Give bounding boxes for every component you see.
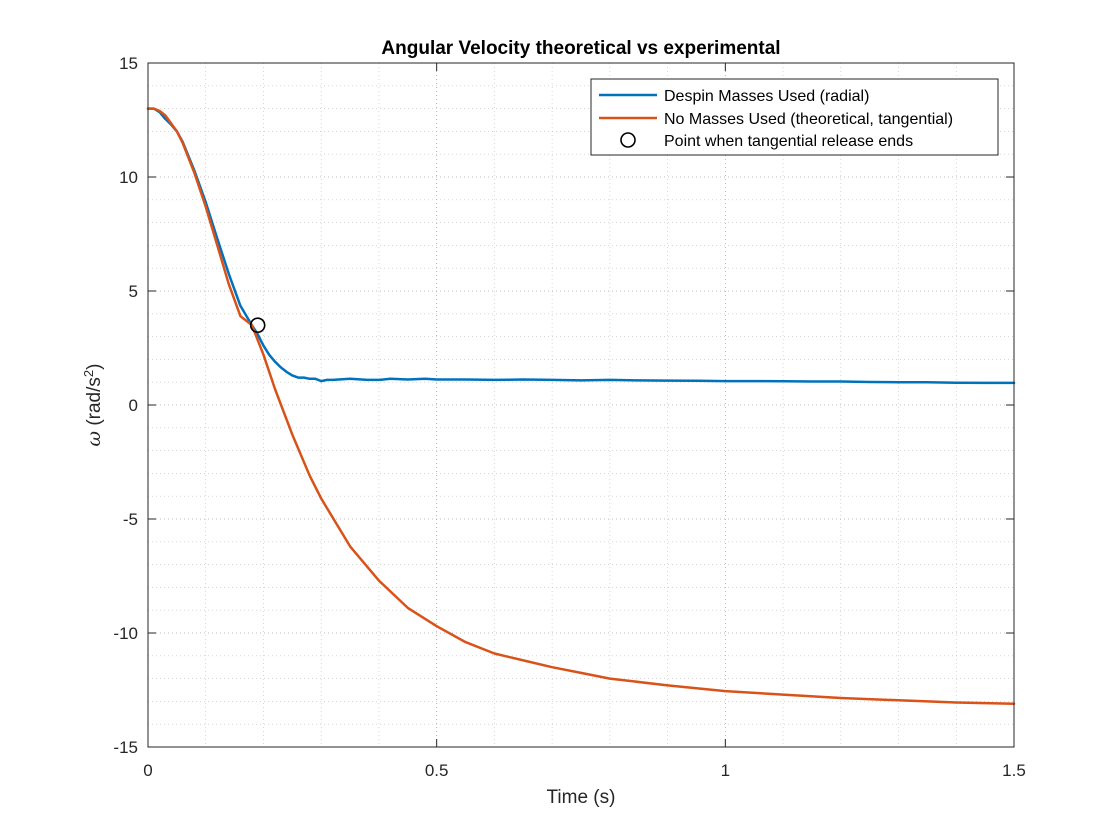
series-no-masses-line: [146, 107, 1016, 705]
y-axis-label: ω (rad/s2): [81, 364, 106, 447]
y-axis-label-symbol: ω: [83, 431, 105, 447]
x-axis-label: Time (s): [547, 787, 616, 808]
major-grid: [148, 63, 1014, 747]
y-tick-label: -15: [113, 738, 138, 757]
x-tick-label: 1.5: [1002, 761, 1026, 780]
y-tick-label: -5: [123, 510, 138, 529]
legend-swatch-release-point: [620, 132, 636, 148]
legend-label-no-masses: No Masses Used (theoretical, tangential): [664, 111, 953, 128]
x-tick-label: 0.5: [425, 761, 449, 780]
tick-marks: [147, 62, 1015, 748]
x-tick-labels: 0 0.5 1 1.5: [143, 761, 1026, 780]
plot-area: [146, 62, 1016, 748]
y-axis-label-text: (rad/s: [84, 377, 105, 431]
legend: Despin Masses Used (radial) No Masses Us…: [590, 78, 999, 156]
y-tick-label: 5: [129, 282, 138, 301]
x-tick-label: 0: [143, 761, 152, 780]
y-axis-label-close: ): [84, 364, 105, 370]
legend-box: [590, 78, 999, 156]
y-tick-label: -10: [113, 624, 138, 643]
y-tick-label: 15: [119, 54, 138, 73]
release-end-point-marker: [249, 317, 266, 334]
minor-grid: [148, 63, 1014, 747]
y-tick-label: 0: [129, 396, 138, 415]
y-axis-label-superscript: 2: [81, 370, 96, 377]
series-layer: [146, 107, 1016, 705]
y-tick-label: 10: [119, 168, 138, 187]
legend-label-release-point: Point when tangential release ends: [664, 133, 913, 150]
chart-title: Angular Velocity theoretical vs experime…: [381, 38, 780, 59]
legend-label-despin: Despin Masses Used (radial): [664, 88, 869, 105]
series-despin-masses-line: [146, 107, 1016, 385]
x-tick-label: 1: [721, 761, 730, 780]
y-tick-labels: -15 -10 -5 0 5 10 15: [113, 54, 138, 757]
